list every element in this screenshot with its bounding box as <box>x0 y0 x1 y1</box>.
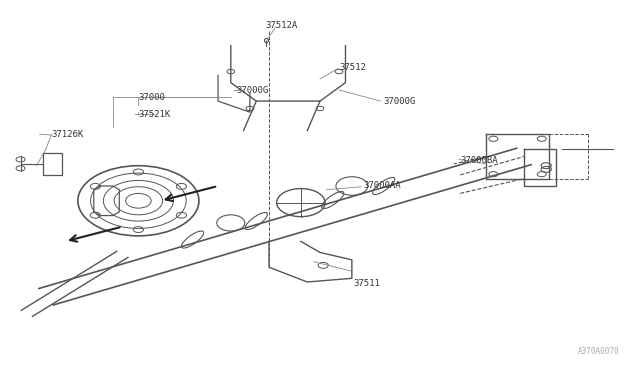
Text: 37000G: 37000G <box>236 86 268 94</box>
Text: 37512: 37512 <box>339 63 366 72</box>
Text: 37000: 37000 <box>138 93 165 102</box>
Text: 37000AA: 37000AA <box>364 182 401 190</box>
Text: 37512A: 37512A <box>266 21 298 30</box>
Text: A370A0070: A370A0070 <box>578 347 620 356</box>
Text: 37511: 37511 <box>353 279 380 288</box>
Text: 37126K: 37126K <box>51 130 83 139</box>
Text: 37521K: 37521K <box>138 109 171 119</box>
Text: 37000G: 37000G <box>384 97 416 106</box>
Text: 37000BA: 37000BA <box>460 155 498 165</box>
